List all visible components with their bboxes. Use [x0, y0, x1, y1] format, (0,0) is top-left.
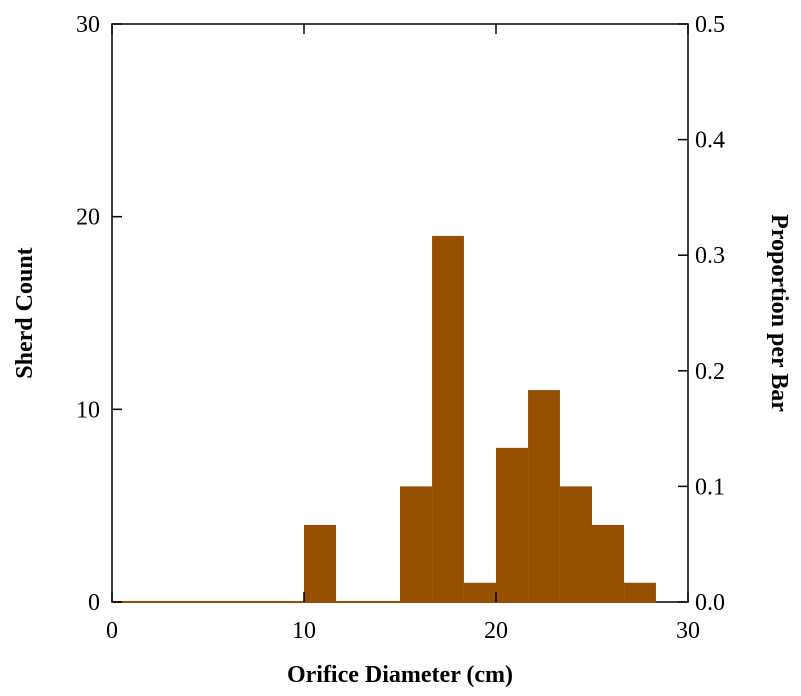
x-axis-title: Orifice Diameter (cm): [287, 662, 513, 688]
bar-0: [304, 524, 337, 602]
y-axis-right-title: Proportion per Bar: [766, 214, 792, 412]
y-tick-label: 20: [76, 205, 100, 231]
y-right-tick-label: 0.3: [695, 243, 725, 269]
y-tick-label: 30: [76, 12, 100, 38]
y-tick-label: 0: [88, 590, 100, 616]
bar-2: [432, 235, 464, 602]
bar-4: [496, 447, 529, 602]
y-tick-label: 10: [76, 397, 100, 423]
bar-7: [592, 524, 625, 602]
bar-5: [528, 390, 560, 602]
bar-3: [463, 582, 496, 602]
x-tick-label: 30: [676, 618, 700, 644]
y-right-tick-label: 0.2: [695, 359, 725, 385]
y-right-tick-label: 0.4: [695, 128, 725, 154]
y-axis-title: Sherd Count: [12, 247, 38, 378]
bar-8: [624, 582, 656, 602]
x-tick-label: 20: [484, 618, 508, 644]
bar-1: [400, 486, 433, 602]
y-right-tick-label: 0.5: [695, 12, 725, 38]
x-tick-label: 10: [292, 618, 316, 644]
x-tick-label: 0: [106, 618, 118, 644]
y-right-tick-label: 0.0: [695, 590, 725, 616]
y-right-tick-label: 0.1: [695, 474, 725, 500]
bar-6: [559, 486, 592, 602]
bars-group: [112, 235, 656, 603]
